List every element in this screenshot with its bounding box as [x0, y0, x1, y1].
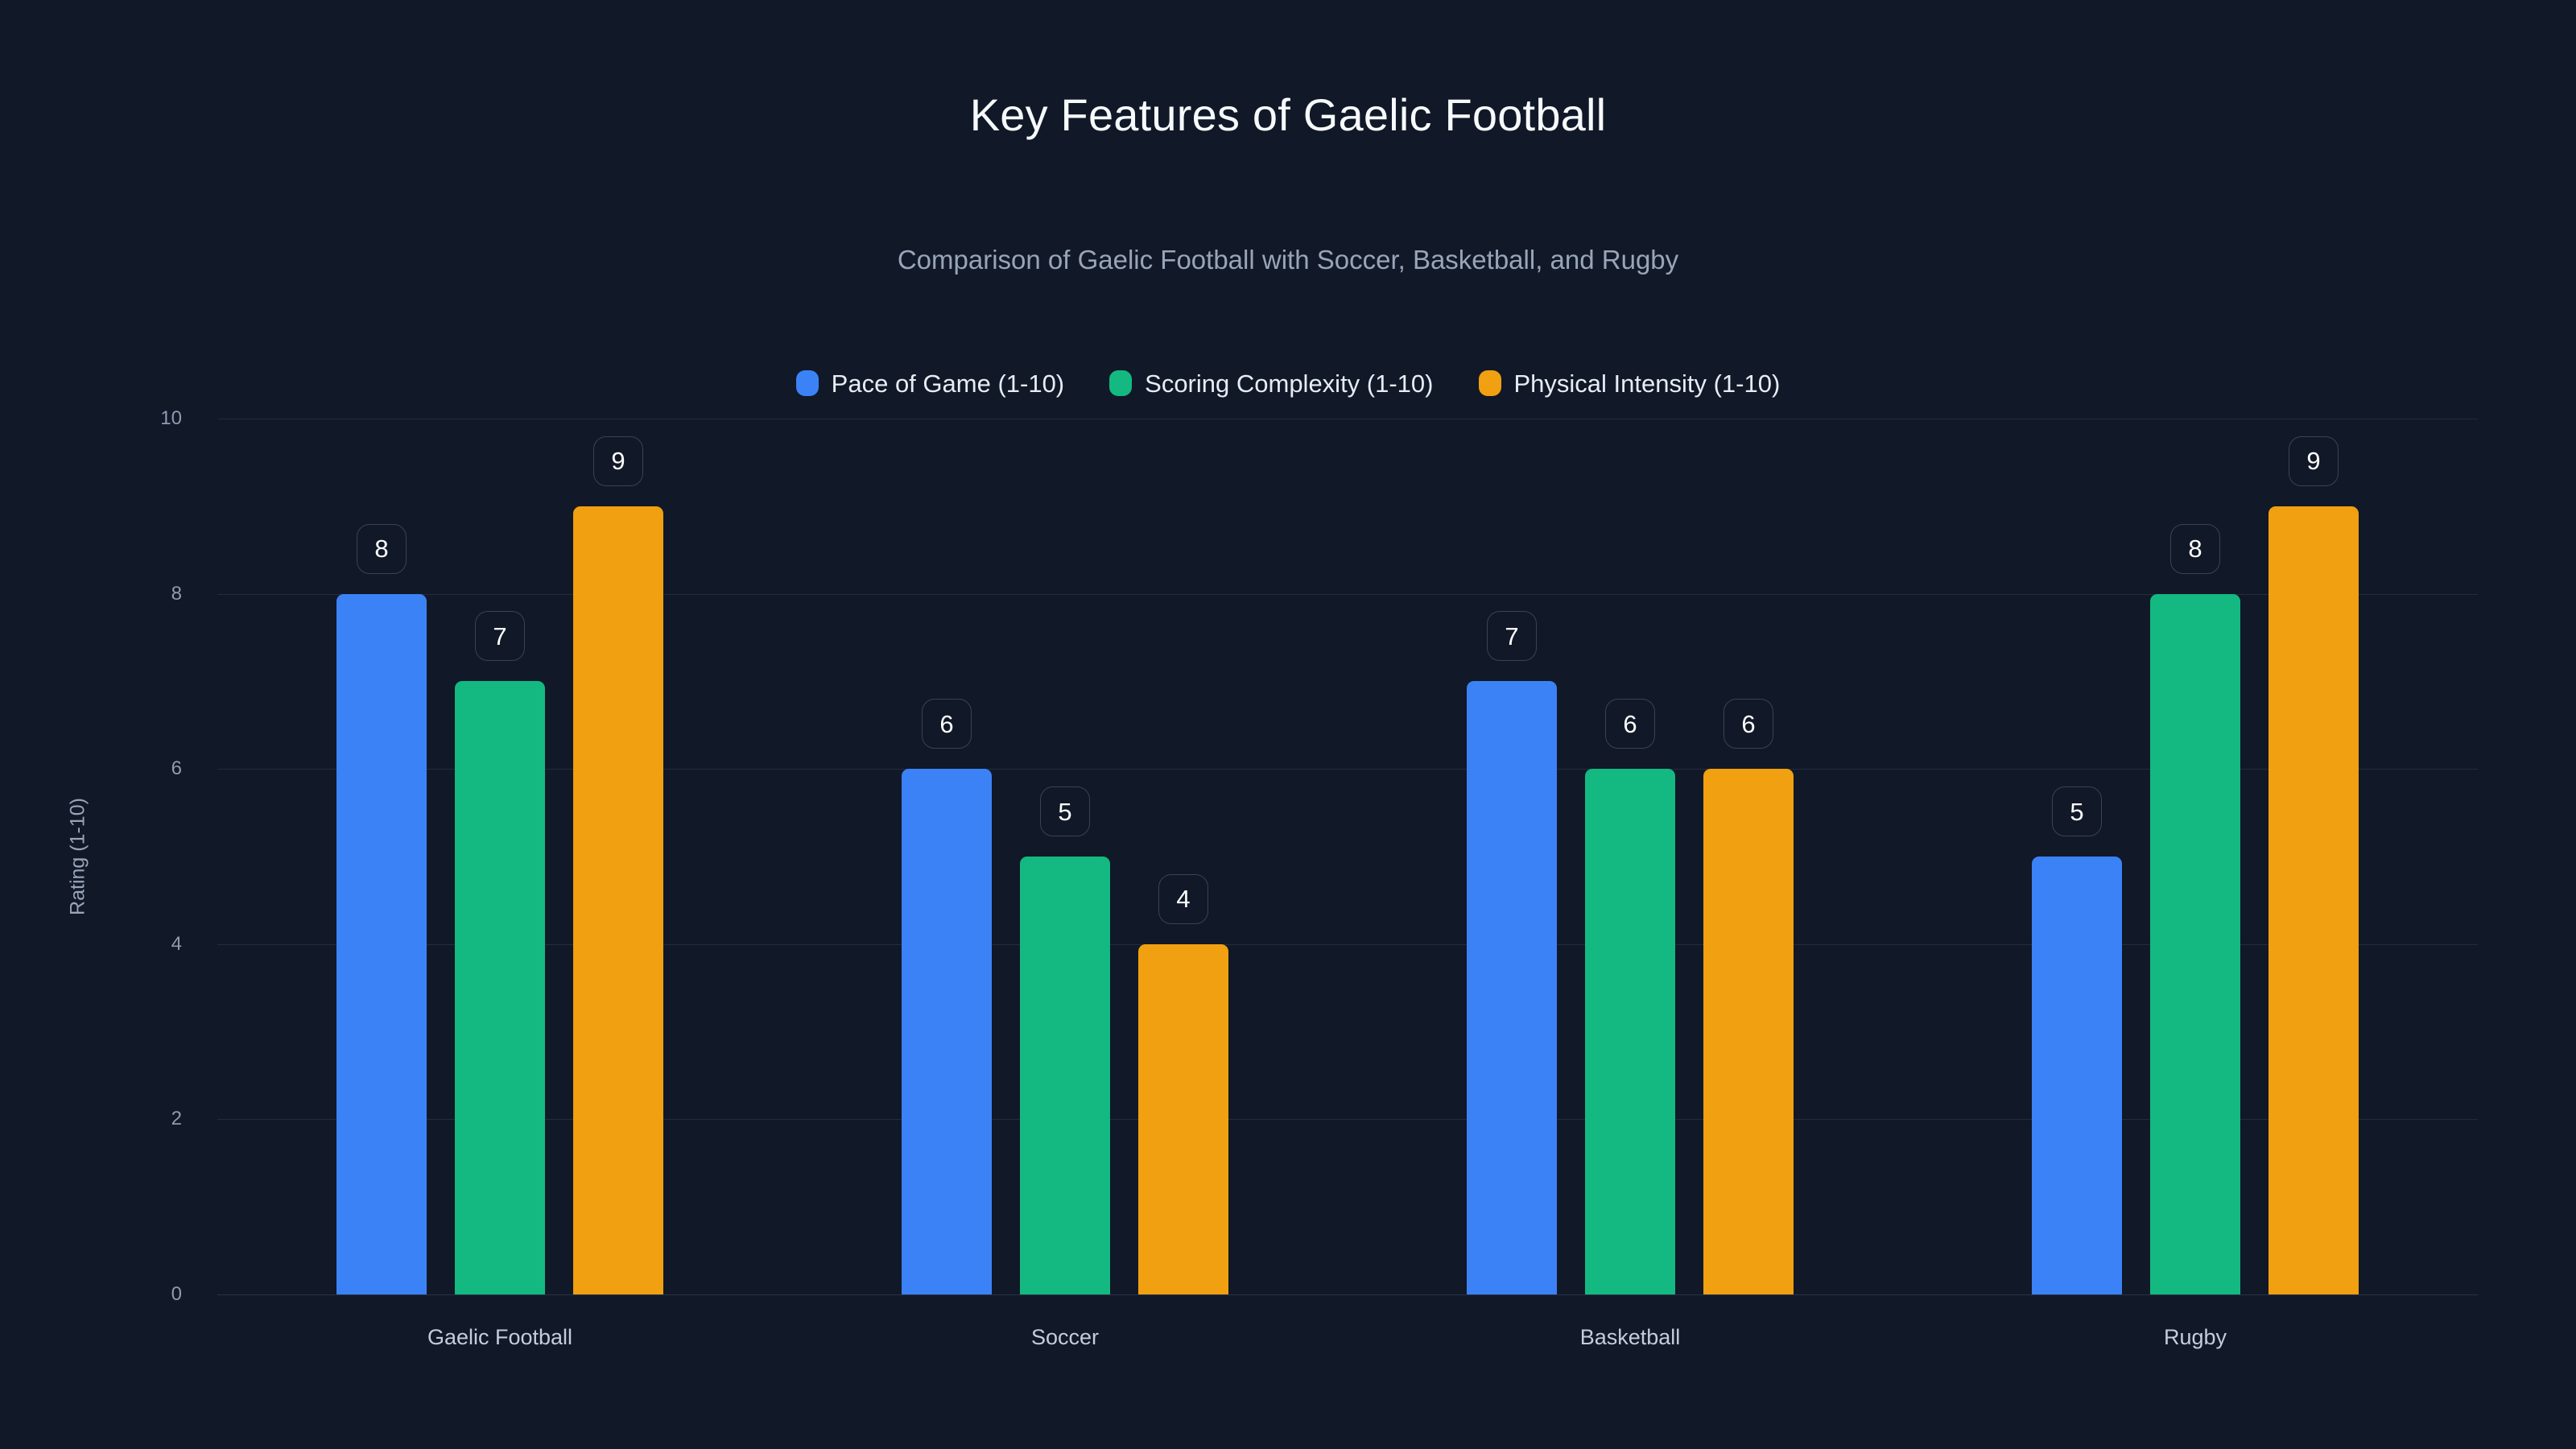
bar[interactable] [1703, 769, 1794, 1294]
bar-value-label: 9 [2289, 436, 2339, 486]
legend-item-label: Physical Intensity (1-10) [1513, 369, 1781, 398]
bar-value-label: 5 [2052, 786, 2102, 836]
legend-swatch-icon [1109, 370, 1133, 396]
legend-swatch-icon [795, 370, 819, 396]
bar-value-label: 7 [475, 611, 525, 662]
page-title: Key Features of Gaelic Football [969, 89, 1607, 140]
y-axis-title: Rating (1-10) [66, 798, 89, 915]
bar[interactable] [1138, 943, 1228, 1294]
bar[interactable] [455, 681, 545, 1294]
bar-value-label: 8 [357, 523, 407, 574]
legend-item-label: Pace of Game (1-10) [831, 369, 1065, 398]
bar-value-label: 5 [1040, 786, 1090, 836]
chart-subtitle: Comparison of Gaelic Football with Socce… [897, 245, 1679, 275]
x-axis-category-label: Gaelic Football [427, 1325, 573, 1349]
gridline [217, 943, 2478, 945]
bar-value-label: 7 [1487, 611, 1537, 662]
bar[interactable] [2032, 857, 2122, 1294]
x-axis-category-label: Basketball [1579, 1325, 1681, 1349]
gridline [217, 769, 2478, 770]
bar[interactable] [2268, 506, 2359, 1294]
bar-value-label: 9 [593, 436, 643, 486]
gridline [217, 1294, 2478, 1295]
y-axis-tick: 4 [171, 932, 182, 955]
bar[interactable] [1020, 857, 1110, 1294]
bar[interactable] [902, 769, 992, 1294]
bar[interactable] [2150, 593, 2240, 1294]
chart-legend: Pace of Game (1-10) Scoring Complexity (1… [0, 370, 2576, 396]
legend-swatch-icon [1478, 370, 1501, 396]
bar[interactable] [573, 506, 663, 1294]
legend-item-label: Scoring Complexity (1-10) [1145, 369, 1434, 398]
bar-value-label: 6 [1605, 699, 1655, 749]
y-axis-tick: 2 [171, 1108, 182, 1130]
legend-item[interactable]: Scoring Complexity (1-10) [1109, 369, 1434, 398]
bar[interactable] [1585, 769, 1675, 1294]
y-axis-tick: 6 [171, 758, 182, 780]
x-axis-category-labels: Gaelic Football Soccer Basketball Rugby [217, 1327, 2478, 1359]
gridline [217, 1119, 2478, 1121]
bar-value-label: 6 [1724, 699, 1773, 749]
y-axis-tick: 8 [171, 582, 182, 605]
bar-value-label: 4 [1158, 873, 1208, 924]
bar[interactable] [336, 593, 427, 1294]
y-axis-tick-labels: 0 2 4 6 8 10 [0, 409, 200, 1304]
bar-value-label: 6 [922, 699, 972, 749]
x-axis-category-label: Soccer [1030, 1325, 1100, 1349]
y-axis-tick: 0 [171, 1283, 182, 1305]
y-axis-tick: 10 [160, 407, 182, 429]
bar[interactable] [1467, 681, 1557, 1294]
gridline [217, 593, 2478, 595]
plot-area: 8 7 9 6 5 4 7 6 6 5 8 9 [217, 419, 2478, 1295]
legend-item[interactable]: Pace of Game (1-10) [795, 369, 1065, 398]
x-axis-category-label: Rugby [2163, 1325, 2227, 1349]
legend-item[interactable]: Physical Intensity (1-10) [1478, 369, 1781, 398]
bar-value-label: 8 [2170, 523, 2220, 574]
